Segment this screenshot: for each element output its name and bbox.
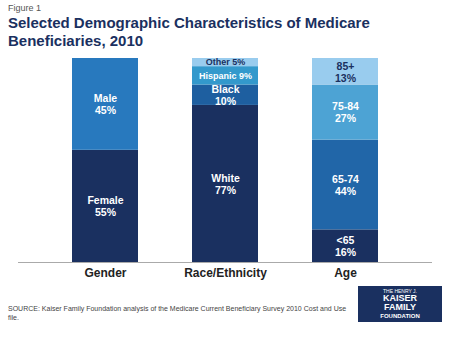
html-text:Figure 1: Figure 1	[8, 3, 41, 13]
svg-text:Female55%: Female55%	[87, 194, 123, 218]
svg-text:Gender: Gender	[84, 266, 126, 280]
svg-text:Male45%: Male45%	[94, 92, 118, 116]
html-text:THE HENRY J.: THE HENRY J.	[383, 287, 417, 294]
svg-text:Black10%: Black10%	[211, 83, 239, 107]
svg-text:75-8427%: 75-8427%	[332, 100, 359, 124]
svg-text:Race/Ethnicity: Race/Ethnicity	[184, 266, 267, 280]
svg-text:65-7444%: 65-7444%	[332, 173, 359, 197]
svg-text:Age: Age	[334, 266, 357, 280]
html-text:SOURCE: Kaiser Family Foundati: SOURCE: Kaiser Family Foundation analysi…	[8, 305, 347, 321]
svg-text:<6516%: <6516%	[335, 234, 357, 258]
svg-text:White77%: White77%	[211, 172, 240, 196]
svg-text:Other 5%: Other 5%	[206, 57, 246, 67]
html-text:KAISER: KAISER	[383, 293, 417, 303]
svg-text:85+13%: 85+13%	[335, 60, 357, 84]
svg-text:Hispanic 9%: Hispanic 9%	[199, 71, 252, 81]
html-text:FAMILY: FAMILY	[383, 302, 417, 313]
html-text:Selected Demographic Character: Selected Demographic Characteristics of …	[8, 14, 370, 49]
html-text:FOUNDATION: FOUNDATION	[380, 312, 420, 319]
